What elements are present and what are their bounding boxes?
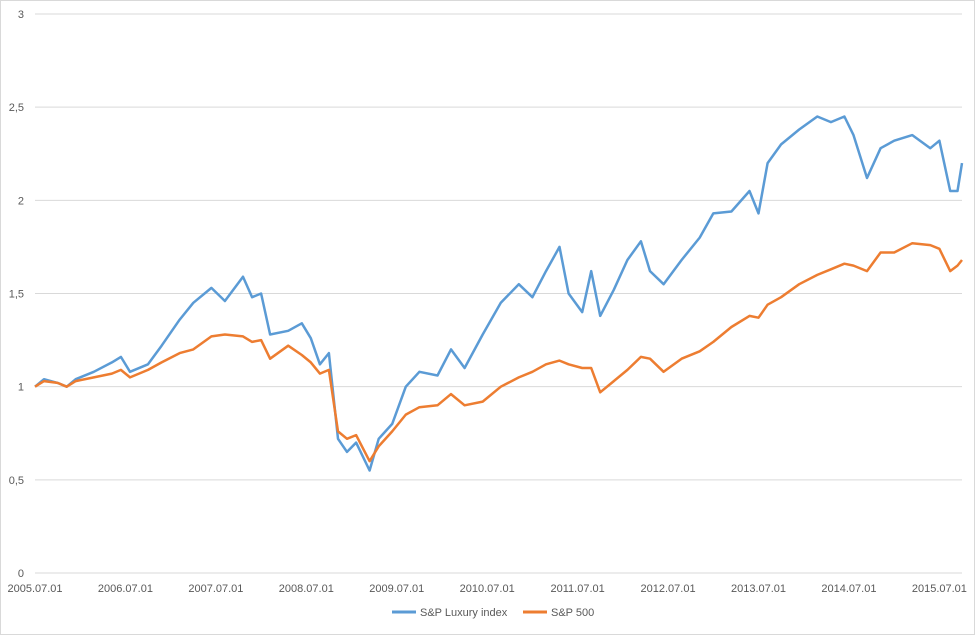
x-tick-label: 2006.07.01 xyxy=(98,583,153,595)
legend: S&P Luxury index S&P 500 xyxy=(392,607,594,619)
y-tick-label: 1,5 xyxy=(9,289,24,301)
x-tick-label: 2005.07.01 xyxy=(7,583,62,595)
x-tick-label: 2007.07.01 xyxy=(188,583,243,595)
x-tick-label: 2011.07.01 xyxy=(551,583,605,595)
x-tick-label: 2012.07.01 xyxy=(641,583,696,595)
y-axis-tick-labels: 0 0,5 1 1,5 2 2,5 3 xyxy=(9,9,24,580)
x-tick-label: 2010.07.01 xyxy=(460,583,515,595)
y-tick-label: 0,5 xyxy=(9,475,24,487)
series-line-sp500 xyxy=(34,241,963,463)
x-tick-label: 2009.07.01 xyxy=(369,583,424,595)
legend-label-luxury: S&P Luxury index xyxy=(420,607,508,619)
legend-label-sp500: S&P 500 xyxy=(551,607,594,619)
series-lines xyxy=(34,115,964,472)
x-tick-label: 2014.07.01 xyxy=(821,583,876,595)
y-tick-label: 2,5 xyxy=(9,102,24,114)
y-tick-label: 1 xyxy=(18,382,24,394)
x-axis-tick-labels: 2005.07.01 2006.07.01 2007.07.01 2008.07.01… xyxy=(7,583,966,595)
gridlines xyxy=(35,13,962,574)
y-tick-label: 0 xyxy=(18,568,24,580)
x-tick-label: 2013.07.01 xyxy=(731,583,786,595)
y-tick-label: 2 xyxy=(18,195,24,207)
x-tick-label: 2015.07.01 xyxy=(912,583,967,595)
x-tick-label: 2008.07.01 xyxy=(279,583,334,595)
series-line-luxury xyxy=(34,115,964,472)
y-tick-label: 3 xyxy=(18,9,24,21)
